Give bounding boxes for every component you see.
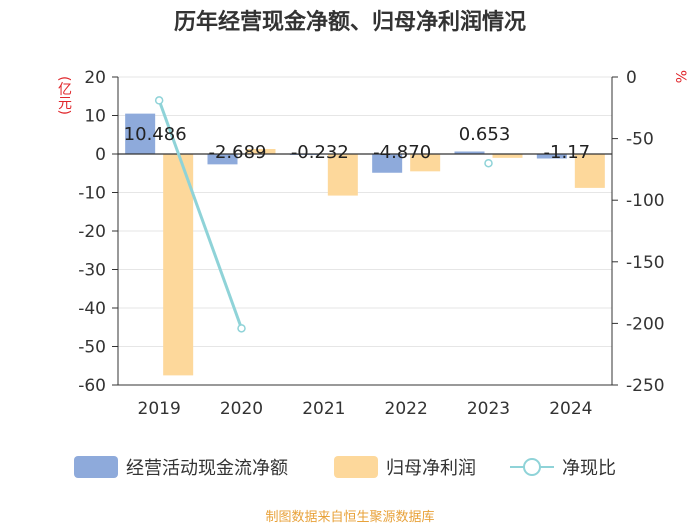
data-source: 制图数据来自恒生聚源数据库	[265, 510, 435, 525]
legend-label-net-profit: 归母净利润	[386, 458, 476, 479]
right-axis-tick-label: -50	[626, 130, 654, 150]
chart-legend: 经营活动现金流净额 归母净利润 净现比	[0, 452, 700, 482]
right-axis-tick-label: -200	[626, 314, 665, 334]
cash-flow-bar	[454, 151, 485, 154]
legend-label-ratio: 净现比	[562, 458, 616, 479]
ratio-point	[484, 158, 493, 168]
ratio-point	[237, 324, 246, 333]
left-axis-unit: (亿元)	[56, 76, 72, 115]
left-axis-tick-label: -30	[78, 261, 106, 281]
cash-flow-bar	[125, 113, 156, 154]
cash-flow-bar	[536, 154, 567, 159]
chart-plot: 20 10 0 -10 -20 -30 -40 -50 -60 0 -50 -100 -150 -200 -…	[78, 68, 665, 419]
right-axis-tick-label: 0	[626, 68, 637, 88]
left-axis-tick-label: -40	[78, 299, 106, 319]
ratio-point	[154, 96, 164, 105]
left-axis-tick-label: -50	[78, 338, 106, 358]
legend-swatch-cash-flow	[74, 456, 118, 478]
legend-label-cash-flow: 经营活动现金流净额	[126, 458, 288, 479]
right-axis-tick-label: -250	[626, 376, 665, 396]
net-profit-bar	[492, 154, 523, 158]
legend-swatch-ratio	[510, 456, 554, 478]
left-axis-tick-label: -20	[78, 222, 106, 242]
left-axis-tick-label: 10	[84, 107, 106, 127]
left-axis-tick-label: 20	[84, 68, 106, 88]
left-axis-tick-label: -60	[78, 376, 106, 396]
net-profit-bar	[410, 154, 441, 172]
x-axis-tick-label: 2022	[385, 399, 428, 419]
net-profit-bar	[245, 148, 276, 154]
x-axis-tick-label: 2020	[220, 399, 263, 419]
x-axis-tick-label: 2024	[549, 399, 592, 419]
legend-item-net-profit: 归母净利润	[334, 452, 476, 482]
cash-flow-data-label: 10.486	[124, 124, 187, 145]
cash-flow-data-label: -0.232	[291, 142, 349, 163]
net-profit-bar	[574, 154, 605, 188]
right-axis-unit: %	[672, 70, 688, 84]
x-axis-tick-label: 2021	[302, 399, 345, 419]
cash-flow-data-label: 0.653	[459, 124, 511, 145]
right-axis-tick-label: -150	[626, 253, 665, 273]
right-axis-tick-label: -100	[626, 191, 665, 211]
ratio-line-segment	[157, 99, 243, 329]
x-axis-tick-label: 2019	[138, 399, 181, 419]
left-axis-tick-label: -10	[78, 184, 106, 204]
net-profit-bar	[327, 154, 358, 196]
net-profit-bar	[163, 154, 194, 376]
chart-title: 历年经营现金净额、归母净利润情况	[173, 10, 526, 35]
legend-item-ratio: 净现比	[510, 452, 616, 482]
cash-flow-data-label: -2.689	[208, 142, 266, 163]
left-axis-tick-label: 0	[95, 145, 106, 165]
x-axis-tick-label: 2023	[467, 399, 510, 419]
legend-swatch-net-profit	[334, 456, 378, 478]
cash-flow-data-label: -1.17	[544, 142, 591, 163]
cash-flow-bar	[372, 154, 403, 173]
cash-flow-bar	[207, 154, 238, 165]
legend-item-cash-flow: 经营活动现金流净额	[74, 452, 288, 482]
cash-flow-data-label: -4.870	[373, 142, 431, 163]
